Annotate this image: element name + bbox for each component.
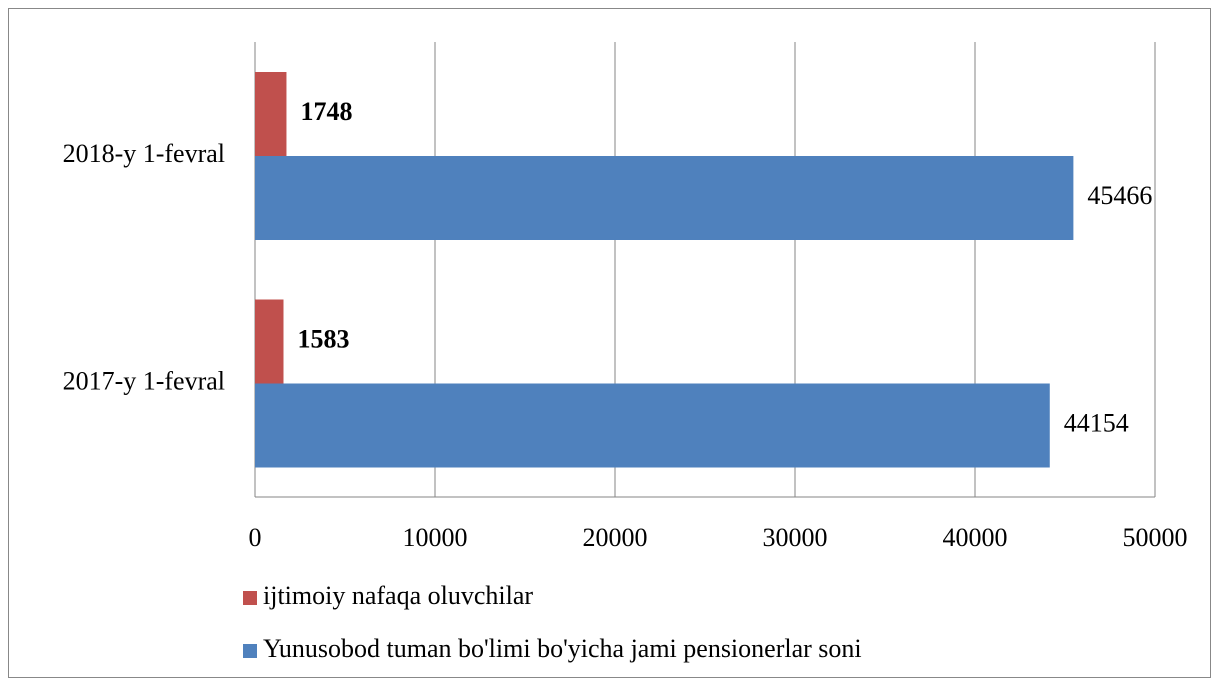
legend-swatch xyxy=(243,644,257,658)
bar xyxy=(255,156,1074,240)
legend-swatch xyxy=(243,591,257,605)
x-tick-label: 30000 xyxy=(763,523,828,552)
y-tick-label: 2017-y 1-fevral xyxy=(63,366,225,395)
y-tick-label: 2018-y 1-fevral xyxy=(63,139,225,168)
bar xyxy=(255,383,1050,468)
bar xyxy=(255,299,284,384)
data-label: 1583 xyxy=(297,324,349,353)
x-tick-label: 20000 xyxy=(583,523,648,552)
legend-label: Yunusobod tuman bo'limi bo'yicha jami pe… xyxy=(263,634,862,663)
x-tick-label: 40000 xyxy=(943,523,1008,552)
x-tick-label: 50000 xyxy=(1123,523,1188,552)
data-label: 44154 xyxy=(1064,408,1129,437)
x-tick-label: 0 xyxy=(249,523,262,552)
legend-label: ijtimoiy nafaqa oluvchilar xyxy=(263,581,533,610)
x-tick-label: 10000 xyxy=(403,523,468,552)
data-label: 1748 xyxy=(300,97,352,126)
bar xyxy=(255,72,287,156)
data-label: 45466 xyxy=(1087,181,1152,210)
chart-border xyxy=(8,8,1211,678)
